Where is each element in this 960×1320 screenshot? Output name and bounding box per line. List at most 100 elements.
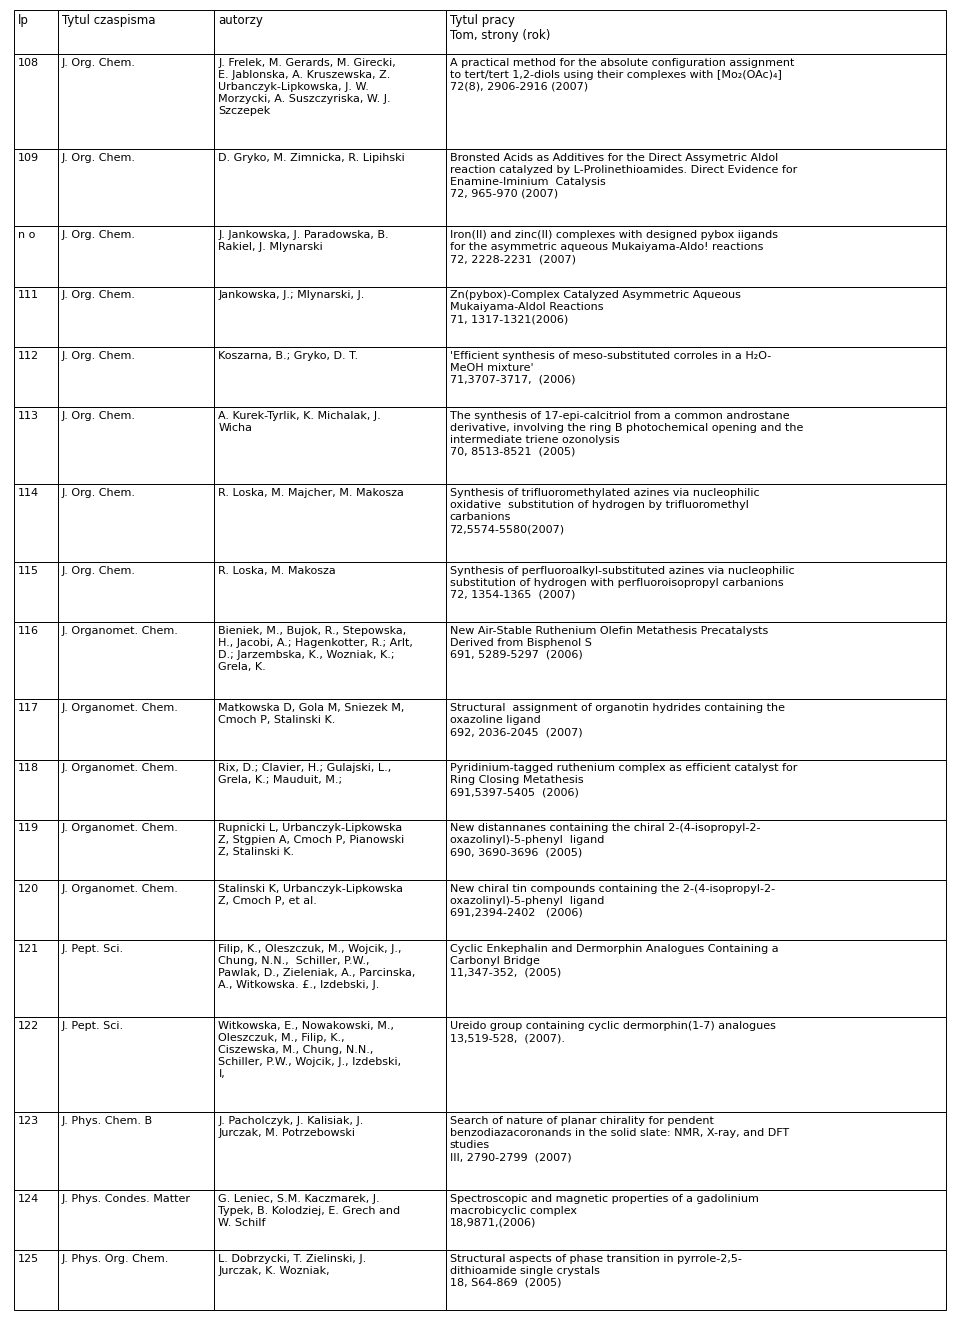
Bar bbox=[214, 54, 445, 149]
Text: 108: 108 bbox=[18, 58, 39, 67]
Text: Synthesis of trifluoromethylated azines via nucleophilic
oxidative  substitution: Synthesis of trifluoromethylated azines … bbox=[449, 488, 759, 535]
Bar bbox=[445, 1189, 946, 1250]
Bar bbox=[58, 820, 214, 879]
Bar bbox=[14, 759, 58, 820]
Bar bbox=[14, 1018, 58, 1113]
Text: 122: 122 bbox=[18, 1022, 39, 1031]
Bar bbox=[14, 1189, 58, 1250]
Bar bbox=[214, 700, 445, 759]
Bar bbox=[214, 879, 445, 940]
Bar bbox=[58, 879, 214, 940]
Text: New distannanes containing the chiral 2-(4-isopropyl-2-
oxazolinyl)-5-phenyl  li: New distannanes containing the chiral 2-… bbox=[449, 824, 760, 858]
Bar bbox=[14, 286, 58, 347]
Text: J. Organomet. Chem.: J. Organomet. Chem. bbox=[61, 883, 179, 894]
Text: Iron(II) and zinc(II) complexes with designed pybox iigands
for the asymmetric a: Iron(II) and zinc(II) complexes with des… bbox=[449, 230, 778, 264]
Text: Koszarna, B.; Gryko, D. T.: Koszarna, B.; Gryko, D. T. bbox=[218, 351, 358, 360]
Bar bbox=[214, 562, 445, 622]
Text: Tytul pracy
Tom, strony (rok): Tytul pracy Tom, strony (rok) bbox=[449, 15, 550, 42]
Text: n o: n o bbox=[18, 230, 36, 240]
Text: 125: 125 bbox=[18, 1254, 39, 1263]
Text: L. Dobrzycki, T. Zielinski, J.
Jurczak, K. Wozniak,: L. Dobrzycki, T. Zielinski, J. Jurczak, … bbox=[218, 1254, 367, 1276]
Bar bbox=[58, 700, 214, 759]
Text: lp: lp bbox=[18, 15, 29, 26]
Bar bbox=[14, 562, 58, 622]
Bar bbox=[445, 1113, 946, 1189]
Bar bbox=[58, 286, 214, 347]
Text: 113: 113 bbox=[18, 411, 39, 421]
Bar bbox=[14, 347, 58, 407]
Text: Tytul czaspisma: Tytul czaspisma bbox=[61, 15, 156, 26]
Bar bbox=[14, 820, 58, 879]
Text: Search of nature of planar chirality for pendent
benzodiazacoronands in the soli: Search of nature of planar chirality for… bbox=[449, 1117, 789, 1162]
Text: 118: 118 bbox=[18, 763, 39, 774]
Bar bbox=[58, 1018, 214, 1113]
Text: R. Loska, M. Majcher, M. Makosza: R. Loska, M. Majcher, M. Makosza bbox=[218, 488, 404, 498]
Bar bbox=[445, 1250, 946, 1309]
Text: J. Phys. Chem. B: J. Phys. Chem. B bbox=[61, 1117, 153, 1126]
Bar bbox=[445, 11, 946, 54]
Text: Rupnicki L, Urbanczyk-Lipkowska
Z, Stgpien A, Cmoch P, Pianowski
Z, Stalinski K.: Rupnicki L, Urbanczyk-Lipkowska Z, Stgpi… bbox=[218, 824, 404, 858]
Bar bbox=[445, 700, 946, 759]
Text: G. Leniec, S.M. Kaczmarek, J.
Typek, B. Kolodziej, E. Grech and
W. Schilf: G. Leniec, S.M. Kaczmarek, J. Typek, B. … bbox=[218, 1193, 400, 1228]
Text: 111: 111 bbox=[18, 290, 39, 301]
Text: The synthesis of 17-epi-calcitriol from a common androstane
derivative, involvin: The synthesis of 17-epi-calcitriol from … bbox=[449, 411, 803, 457]
Text: J. Organomet. Chem.: J. Organomet. Chem. bbox=[61, 824, 179, 833]
Text: Zn(pybox)-Complex Catalyzed Asymmetric Aqueous
Mukaiyama-Aldol Reactions
71, 131: Zn(pybox)-Complex Catalyzed Asymmetric A… bbox=[449, 290, 740, 325]
Bar bbox=[445, 484, 946, 562]
Bar bbox=[14, 879, 58, 940]
Text: J. Org. Chem.: J. Org. Chem. bbox=[61, 411, 135, 421]
Text: J. Organomet. Chem.: J. Organomet. Chem. bbox=[61, 704, 179, 713]
Bar bbox=[214, 1250, 445, 1309]
Text: autorzy: autorzy bbox=[218, 15, 263, 26]
Bar bbox=[58, 11, 214, 54]
Text: J. Jankowska, J. Paradowska, B.
Rakiel, J. Mlynarski: J. Jankowska, J. Paradowska, B. Rakiel, … bbox=[218, 230, 389, 252]
Text: 121: 121 bbox=[18, 944, 39, 953]
Text: J. Org. Chem.: J. Org. Chem. bbox=[61, 566, 135, 576]
Bar bbox=[214, 1113, 445, 1189]
Text: Ureido group containing cyclic dermorphin(1-7) analogues
13,519-528,  (2007).: Ureido group containing cyclic dermorphi… bbox=[449, 1022, 776, 1043]
Text: Stalinski K, Urbanczyk-Lipkowska
Z, Cmoch P, et al.: Stalinski K, Urbanczyk-Lipkowska Z, Cmoc… bbox=[218, 883, 403, 906]
Bar bbox=[214, 407, 445, 484]
Text: 109: 109 bbox=[18, 153, 39, 162]
Text: J. Phys. Condes. Matter: J. Phys. Condes. Matter bbox=[61, 1193, 191, 1204]
Bar bbox=[14, 622, 58, 700]
Text: 114: 114 bbox=[18, 488, 39, 498]
Bar bbox=[445, 149, 946, 227]
Bar bbox=[214, 1018, 445, 1113]
Text: D. Gryko, M. Zimnicka, R. Lipihski: D. Gryko, M. Zimnicka, R. Lipihski bbox=[218, 153, 405, 162]
Text: Pyridinium-tagged ruthenium complex as efficient catalyst for
Ring Closing Metat: Pyridinium-tagged ruthenium complex as e… bbox=[449, 763, 797, 797]
Text: 119: 119 bbox=[18, 824, 39, 833]
Text: Witkowska, E., Nowakowski, M.,
Oleszczuk, M., Filip, K.,
Ciszewska, M., Chung, N: Witkowska, E., Nowakowski, M., Oleszczuk… bbox=[218, 1022, 401, 1080]
Bar bbox=[58, 1113, 214, 1189]
Text: 120: 120 bbox=[18, 883, 39, 894]
Bar bbox=[58, 149, 214, 227]
Bar bbox=[58, 347, 214, 407]
Bar bbox=[58, 407, 214, 484]
Text: 124: 124 bbox=[18, 1193, 39, 1204]
Text: New chiral tin compounds containing the 2-(4-isopropyl-2-
oxazolinyl)-5-phenyl  : New chiral tin compounds containing the … bbox=[449, 883, 775, 917]
Text: J. Org. Chem.: J. Org. Chem. bbox=[61, 488, 135, 498]
Text: A. Kurek-Tyrlik, K. Michalak, J.
Wicha: A. Kurek-Tyrlik, K. Michalak, J. Wicha bbox=[218, 411, 381, 433]
Bar bbox=[445, 407, 946, 484]
Bar bbox=[214, 227, 445, 286]
Text: J. Org. Chem.: J. Org. Chem. bbox=[61, 230, 135, 240]
Text: Rix, D.; Clavier, H.; Gulajski, L.,
Grela, K.; Mauduit, M.;: Rix, D.; Clavier, H.; Gulajski, L., Grel… bbox=[218, 763, 392, 785]
Text: Bronsted Acids as Additives for the Direct Assymetric Aldol
reaction catalyzed b: Bronsted Acids as Additives for the Dire… bbox=[449, 153, 797, 199]
Text: J. Pept. Sci.: J. Pept. Sci. bbox=[61, 944, 124, 953]
Text: Filip, K., Oleszczuk, M., Wojcik, J.,
Chung, N.N.,  Schiller, P.W.,
Pawlak, D., : Filip, K., Oleszczuk, M., Wojcik, J., Ch… bbox=[218, 944, 416, 990]
Text: J. Organomet. Chem.: J. Organomet. Chem. bbox=[61, 626, 179, 636]
Text: J. Phys. Org. Chem.: J. Phys. Org. Chem. bbox=[61, 1254, 169, 1263]
Bar bbox=[214, 347, 445, 407]
Bar bbox=[14, 484, 58, 562]
Text: Structural aspects of phase transition in pyrrole-2,5-
dithioamide single crysta: Structural aspects of phase transition i… bbox=[449, 1254, 741, 1288]
Bar bbox=[58, 1250, 214, 1309]
Text: R. Loska, M. Makosza: R. Loska, M. Makosza bbox=[218, 566, 336, 576]
Bar bbox=[214, 286, 445, 347]
Bar bbox=[445, 820, 946, 879]
Text: 123: 123 bbox=[18, 1117, 39, 1126]
Text: Structural  assignment of organotin hydrides containing the
oxazoline ligand
692: Structural assignment of organotin hydri… bbox=[449, 704, 784, 738]
Text: Bieniek, M., Bujok, R., Stepowska,
H., Jacobi, A.; Hagenkotter, R.; Arlt,
D.; Ja: Bieniek, M., Bujok, R., Stepowska, H., J… bbox=[218, 626, 413, 672]
Text: J. Org. Chem.: J. Org. Chem. bbox=[61, 153, 135, 162]
Bar bbox=[58, 562, 214, 622]
Bar bbox=[14, 149, 58, 227]
